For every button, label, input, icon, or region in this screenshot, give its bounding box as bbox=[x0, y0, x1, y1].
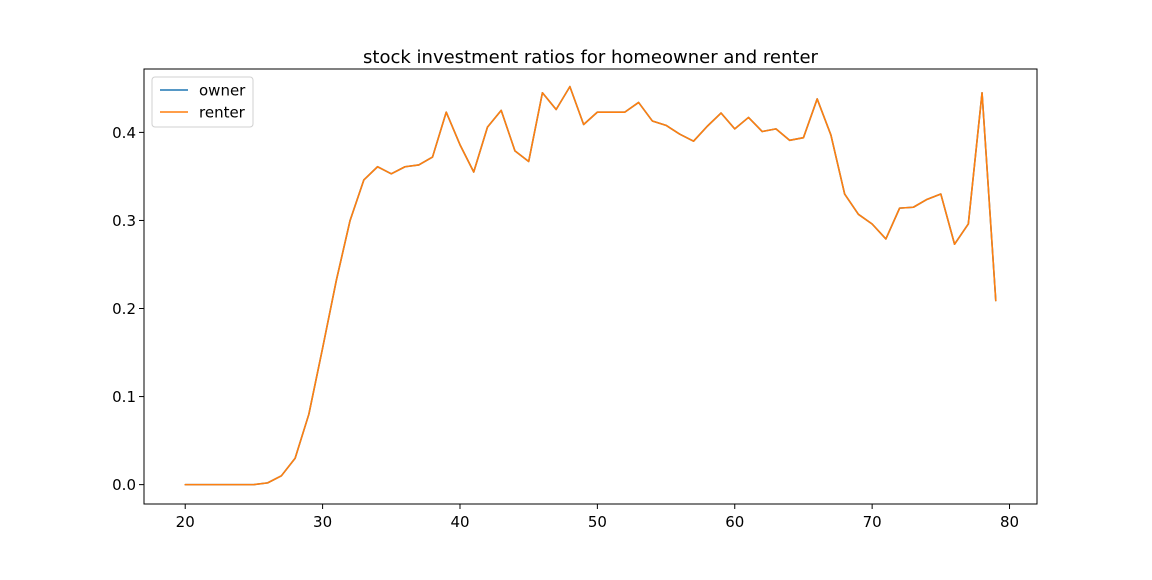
x-tick-label: 40 bbox=[450, 513, 469, 531]
plot-area-frame bbox=[143, 68, 1038, 505]
x-tick-label: 80 bbox=[1000, 513, 1019, 531]
y-tick-label: 0.2 bbox=[112, 300, 136, 318]
y-tick-label: 0.4 bbox=[112, 124, 136, 142]
legend-label-owner: owner bbox=[199, 82, 246, 100]
y-tick-label: 0.0 bbox=[112, 476, 136, 494]
y-tick-label: 0.1 bbox=[112, 388, 136, 406]
x-tick-label: 50 bbox=[588, 513, 607, 531]
chart-title: stock investment ratios for homeowner an… bbox=[363, 47, 819, 68]
x-tick-label: 70 bbox=[863, 513, 882, 531]
y-tick-label: 0.3 bbox=[112, 212, 136, 230]
legend-label-renter: renter bbox=[199, 104, 246, 122]
x-tick-label: 60 bbox=[725, 513, 744, 531]
x-tick-label: 30 bbox=[313, 513, 332, 531]
x-tick-label: 20 bbox=[176, 513, 195, 531]
axis-ticks: 20 30 40 50 60 70 80 0.0 0.1 0.2 0.3 0.4 bbox=[112, 124, 1019, 531]
series-line-owner bbox=[184, 85, 997, 486]
series-layer bbox=[184, 85, 997, 486]
series-line-renter bbox=[184, 85, 997, 486]
legend: owner renter bbox=[151, 76, 254, 128]
